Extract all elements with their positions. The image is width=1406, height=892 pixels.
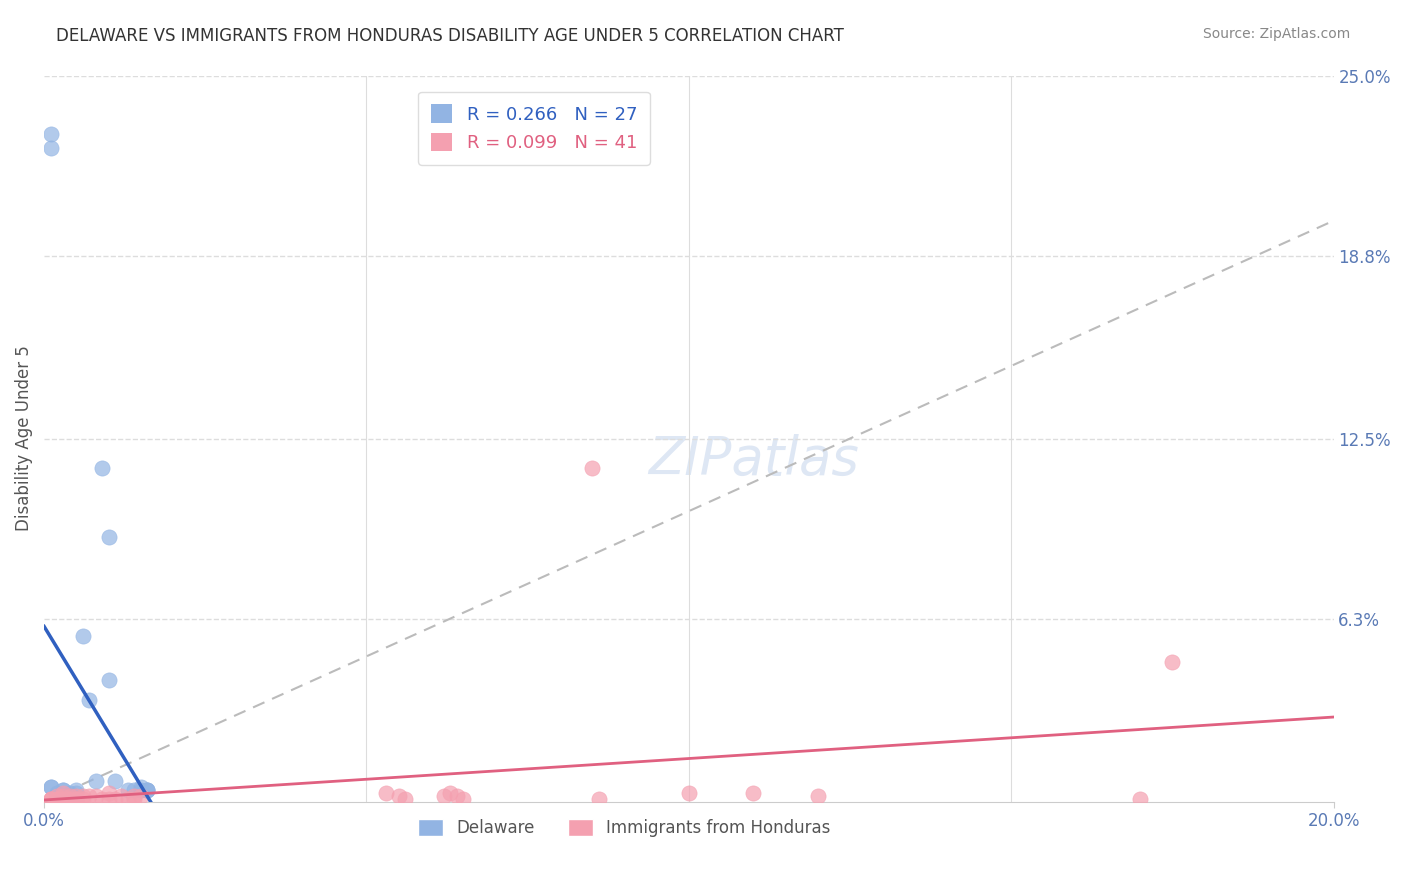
Point bbox=[65, 789, 87, 803]
Point bbox=[52, 786, 75, 800]
Point bbox=[52, 791, 75, 805]
Point bbox=[77, 693, 100, 707]
Point bbox=[77, 789, 100, 803]
Point bbox=[124, 783, 146, 797]
Point bbox=[91, 460, 114, 475]
Text: Source: ZipAtlas.com: Source: ZipAtlas.com bbox=[1202, 27, 1350, 41]
Point bbox=[46, 786, 69, 800]
Point bbox=[52, 783, 75, 797]
Point bbox=[65, 791, 87, 805]
Point bbox=[439, 786, 461, 800]
Point bbox=[104, 791, 127, 805]
Point bbox=[388, 789, 411, 803]
Point bbox=[742, 786, 765, 800]
Point bbox=[65, 791, 87, 805]
Text: ZIPatlas: ZIPatlas bbox=[648, 434, 859, 486]
Point bbox=[97, 791, 120, 805]
Point bbox=[807, 789, 830, 803]
Point bbox=[374, 786, 396, 800]
Point bbox=[39, 141, 62, 155]
Point bbox=[136, 783, 159, 797]
Point bbox=[124, 791, 146, 805]
Point bbox=[52, 789, 75, 803]
Point bbox=[52, 783, 75, 797]
Point bbox=[39, 780, 62, 794]
Point bbox=[65, 783, 87, 797]
Point bbox=[1129, 791, 1152, 805]
Point bbox=[129, 789, 152, 803]
Point bbox=[129, 780, 152, 794]
Point bbox=[39, 780, 62, 794]
Text: DELAWARE VS IMMIGRANTS FROM HONDURAS DISABILITY AGE UNDER 5 CORRELATION CHART: DELAWARE VS IMMIGRANTS FROM HONDURAS DIS… bbox=[56, 27, 844, 45]
Point bbox=[39, 791, 62, 805]
Point bbox=[46, 789, 69, 803]
Point bbox=[39, 791, 62, 805]
Point bbox=[97, 786, 120, 800]
Point bbox=[65, 791, 87, 805]
Point bbox=[59, 791, 82, 805]
Y-axis label: Disability Age Under 5: Disability Age Under 5 bbox=[15, 345, 32, 532]
Point bbox=[104, 774, 127, 789]
Point bbox=[136, 783, 159, 797]
Point bbox=[97, 530, 120, 544]
Point bbox=[136, 783, 159, 797]
Point bbox=[394, 791, 416, 805]
Point bbox=[433, 789, 456, 803]
Point bbox=[110, 789, 132, 803]
Point bbox=[1161, 655, 1184, 669]
Point bbox=[72, 629, 94, 643]
Point bbox=[581, 460, 603, 475]
Point bbox=[65, 791, 87, 805]
Point bbox=[39, 127, 62, 141]
Point bbox=[84, 774, 107, 789]
Point bbox=[117, 783, 139, 797]
Point bbox=[84, 789, 107, 803]
Legend: Delaware, Immigrants from Honduras: Delaware, Immigrants from Honduras bbox=[412, 813, 838, 844]
Point bbox=[59, 789, 82, 803]
Point bbox=[124, 789, 146, 803]
Point bbox=[65, 791, 87, 805]
Point bbox=[451, 791, 474, 805]
Point bbox=[678, 786, 700, 800]
Point bbox=[59, 786, 82, 800]
Point bbox=[129, 783, 152, 797]
Point bbox=[72, 789, 94, 803]
Point bbox=[97, 673, 120, 687]
Point bbox=[39, 791, 62, 805]
Point bbox=[46, 791, 69, 805]
Point bbox=[588, 791, 610, 805]
Point bbox=[65, 786, 87, 800]
Point bbox=[446, 789, 468, 803]
Point bbox=[91, 791, 114, 805]
Point bbox=[117, 791, 139, 805]
Point bbox=[46, 791, 69, 805]
Point bbox=[72, 791, 94, 805]
